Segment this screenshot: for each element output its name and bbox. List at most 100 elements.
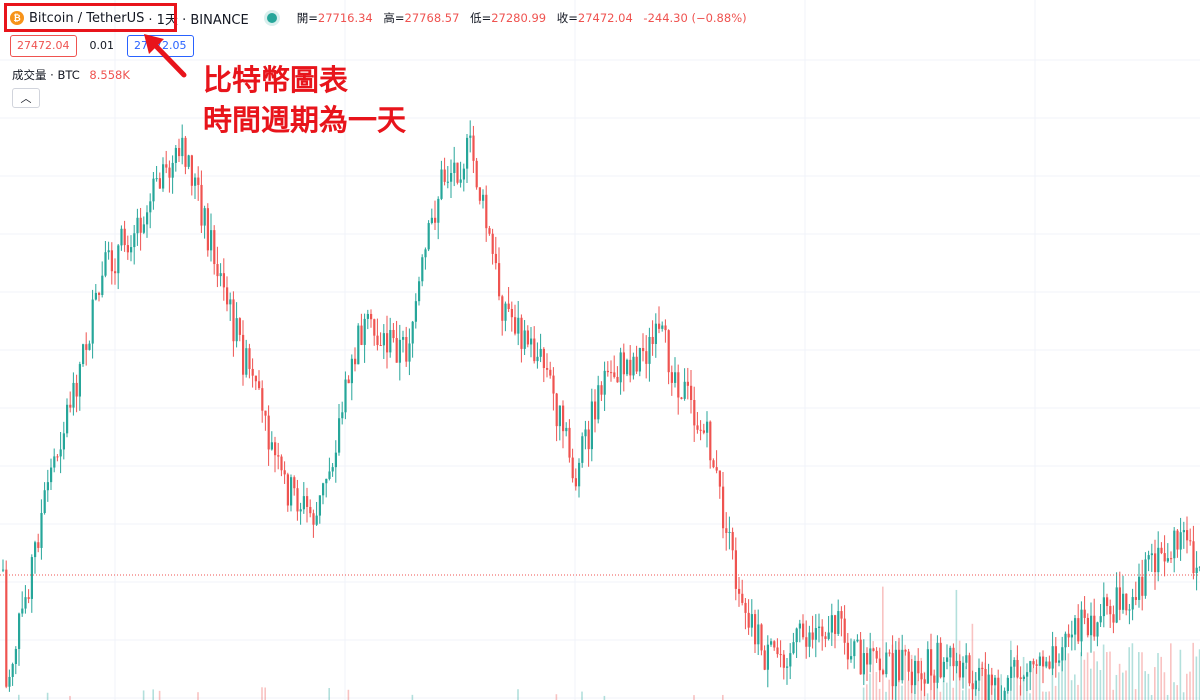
candle-body xyxy=(520,317,523,349)
candle-body xyxy=(475,160,478,188)
candle-body xyxy=(459,179,462,183)
candle-body xyxy=(238,318,241,335)
candle-body xyxy=(1010,666,1013,679)
candle-body xyxy=(1109,606,1112,615)
candle-body xyxy=(245,348,248,375)
candle-body xyxy=(661,325,664,329)
symbol-title[interactable]: Bitcoin / TetherUS xyxy=(29,10,145,26)
candle-body xyxy=(197,177,200,185)
candle-body xyxy=(290,477,293,506)
candle-body xyxy=(139,217,142,233)
candle-body xyxy=(18,613,21,649)
volume-bar xyxy=(866,684,868,700)
candle-body xyxy=(952,647,955,667)
candle-body xyxy=(354,358,357,365)
candle-body xyxy=(69,404,72,408)
candle-body xyxy=(421,257,424,282)
candle-body xyxy=(904,649,907,652)
candle-body xyxy=(622,352,625,375)
candle-body xyxy=(158,178,161,189)
candle-body xyxy=(898,649,901,681)
volume-bar xyxy=(1102,644,1105,700)
candle-body xyxy=(760,624,763,651)
sell-price-button[interactable]: 27472.04 xyxy=(10,35,77,57)
candle-body xyxy=(725,528,728,533)
candle-body xyxy=(923,679,926,684)
candle-body xyxy=(155,178,158,180)
candle-body xyxy=(715,467,718,471)
candle-body xyxy=(363,318,366,345)
candle-body xyxy=(402,337,405,340)
candle-body xyxy=(386,333,389,353)
candle-body xyxy=(718,470,721,487)
candle-body xyxy=(507,303,510,310)
candle-body xyxy=(504,303,507,321)
candle-body xyxy=(875,650,878,659)
candle-body xyxy=(91,299,94,344)
candle-body xyxy=(728,531,731,533)
candle-body xyxy=(795,628,798,643)
volume-bar xyxy=(1173,682,1175,700)
candle-body xyxy=(1128,609,1131,611)
volume-bar xyxy=(981,663,983,700)
volume-bar xyxy=(1112,689,1114,700)
candle-body xyxy=(267,415,270,450)
candle-body xyxy=(1026,672,1029,677)
candle-body xyxy=(958,660,961,678)
volume-bar xyxy=(1176,685,1178,700)
market-status-dot xyxy=(266,13,277,23)
candle-body xyxy=(763,650,766,670)
candle-body xyxy=(613,372,616,377)
volume-bar xyxy=(411,694,414,700)
candle-body xyxy=(574,478,577,487)
candle-body xyxy=(312,513,315,525)
candle-body xyxy=(699,429,702,431)
candle-body xyxy=(530,338,533,345)
candle-body xyxy=(1125,593,1128,611)
volume-bar xyxy=(1109,651,1111,700)
candle-body xyxy=(162,164,165,189)
candle-body xyxy=(590,401,593,450)
interval-exchange[interactable]: · 1天 · BINANCE xyxy=(148,12,249,28)
candle-body xyxy=(178,147,181,157)
candle-body xyxy=(1115,587,1118,623)
candle-body xyxy=(1019,677,1022,679)
candle-body xyxy=(107,250,110,253)
candle-body xyxy=(885,652,888,675)
candle-body xyxy=(677,372,680,398)
volume-label: 成交量 · BTC xyxy=(12,68,80,82)
candle-body xyxy=(274,442,277,456)
volume-bar xyxy=(869,673,871,700)
volume-bar xyxy=(142,690,145,700)
candle-body xyxy=(664,325,667,331)
volume-bar xyxy=(1186,673,1188,700)
candle-body xyxy=(894,649,897,687)
candle-body xyxy=(229,299,232,305)
candle-body xyxy=(862,653,865,675)
volume-bar xyxy=(1029,693,1031,700)
candle-body xyxy=(334,452,337,468)
candle-body xyxy=(1112,614,1115,623)
candle-body xyxy=(360,325,363,345)
candle-body xyxy=(773,641,776,648)
annotation-line-1: 比特幣圖表 xyxy=(203,63,349,97)
candle-body xyxy=(11,664,14,677)
collapse-legend-button[interactable]: ︿ xyxy=(12,88,40,108)
candle-body xyxy=(933,675,936,683)
candle-body xyxy=(1032,661,1035,665)
candle-body xyxy=(88,343,91,350)
candle-body xyxy=(648,336,651,364)
candle-body xyxy=(270,442,273,450)
candle-body xyxy=(498,263,501,297)
candle-body xyxy=(1134,597,1137,600)
candle-body xyxy=(1096,622,1099,637)
candle-body xyxy=(1099,616,1102,623)
candle-body xyxy=(82,344,85,365)
candle-body xyxy=(408,343,411,362)
candle-body xyxy=(558,405,561,427)
candle-body xyxy=(1022,676,1025,679)
candle-body xyxy=(418,281,421,302)
volume-bar xyxy=(1150,694,1153,700)
candle-body xyxy=(430,217,433,224)
